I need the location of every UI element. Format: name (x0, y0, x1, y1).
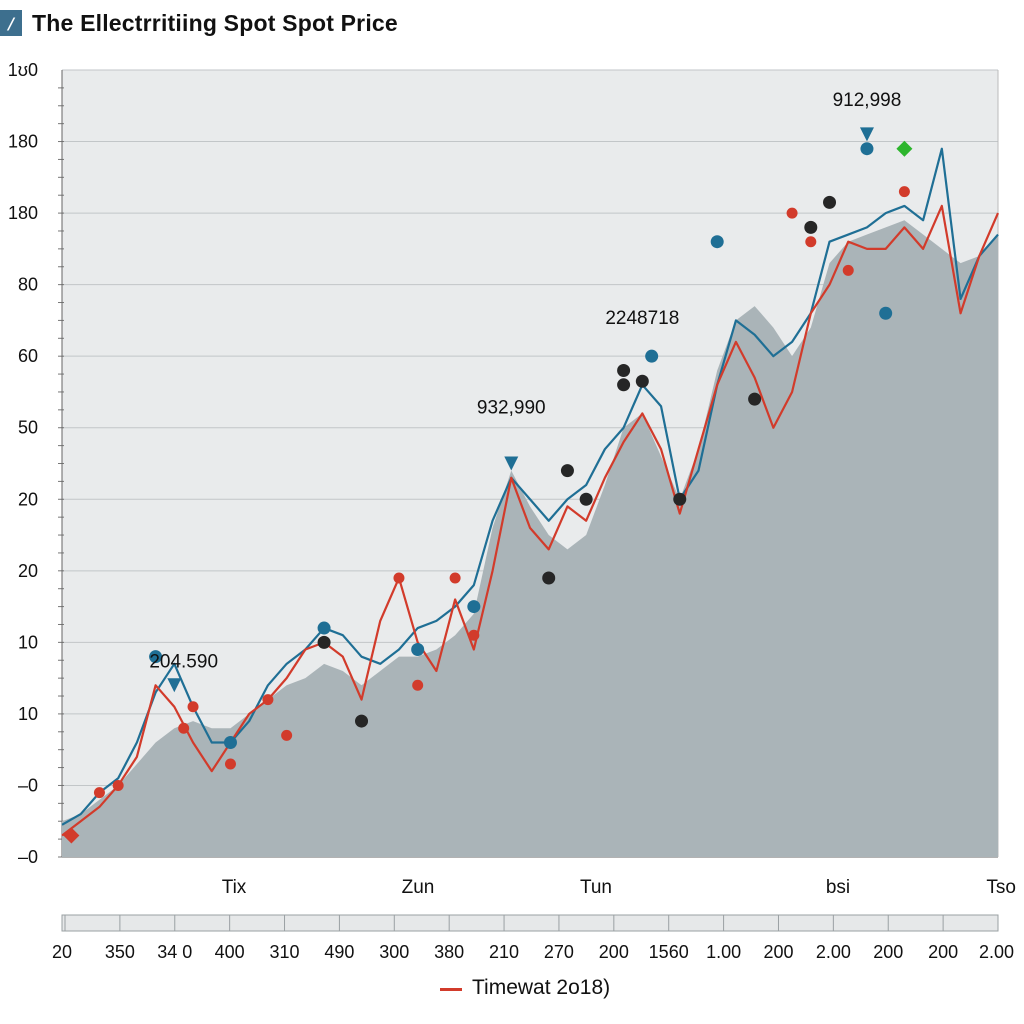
blue-marker (411, 643, 425, 657)
dark-marker (579, 492, 593, 506)
dark-marker (804, 220, 818, 234)
dark-marker (542, 571, 556, 585)
y-tick-label: 10 (18, 704, 38, 724)
triangle-marker (167, 678, 182, 693)
red-marker (281, 729, 293, 741)
blue-marker (149, 650, 163, 664)
blue-marker (879, 306, 893, 320)
x-secondary-label: 270 (544, 942, 574, 962)
red-marker (898, 186, 910, 198)
x-secondary-label: 400 (215, 942, 245, 962)
x-category-label: Tix (222, 877, 247, 898)
triangle-marker (504, 456, 519, 471)
green-diamond-marker (896, 140, 913, 157)
legend-swatch (440, 987, 462, 991)
x-category-label: bsi (826, 877, 850, 898)
title-bar: / The Ellectrritiing Spot Spot Price (0, 6, 398, 40)
triangle-marker (859, 127, 874, 142)
red-marker (412, 679, 424, 691)
x-secondary-label: 380 (434, 942, 464, 962)
x-secondary-label: 2.00 (979, 942, 1014, 962)
x-secondary-label: 34 0 (157, 942, 192, 962)
red-marker (393, 572, 405, 584)
y-tick-label: 60 (18, 346, 38, 366)
legend: Timewat 2o18) (440, 976, 610, 1000)
brand-icon: / (0, 10, 22, 36)
data-annotation: 932,990 (477, 397, 546, 418)
red-marker (786, 207, 798, 219)
red-marker (93, 787, 105, 799)
timeline-strip (61, 914, 999, 932)
x-secondary-label: 210 (489, 942, 519, 962)
red-marker (468, 629, 480, 641)
red-marker (842, 264, 854, 276)
x-secondary-label: 1560 (649, 942, 689, 962)
red-marker (112, 779, 124, 791)
blue-line-series (61, 147, 999, 826)
y-tick-label: 50 (18, 418, 38, 438)
dark-marker (748, 392, 762, 406)
x-secondary-label: 2.00 (816, 942, 851, 962)
red-marker (224, 758, 236, 770)
dark-marker (317, 635, 331, 649)
y-tick-label: 20 (18, 489, 38, 509)
legend-label: Timewat 2o18) (472, 976, 611, 999)
red-marker (805, 236, 817, 248)
blue-marker (645, 349, 659, 363)
y-tick-label: 20 (18, 561, 38, 581)
y-tick-label: –0 (18, 847, 38, 867)
red-diamond-marker (63, 827, 80, 844)
dark-marker (673, 492, 687, 506)
area-series (62, 220, 998, 857)
x-secondary-label: 1.00 (706, 942, 741, 962)
data-annotation: 2248718 (605, 308, 679, 329)
x-secondary-label: 200 (763, 942, 793, 962)
blue-marker (710, 235, 724, 249)
chart-title: The Ellectrritiing Spot Spot Price (32, 9, 398, 36)
red-marker (449, 572, 461, 584)
red-marker (178, 722, 190, 734)
data-annotation: 912,998 (833, 90, 902, 111)
data-annotation: 204.590 (149, 651, 218, 672)
y-tick-label: –0 (18, 775, 38, 795)
dark-marker (560, 464, 574, 478)
blue-marker (860, 142, 874, 156)
y-tick-label: 80 (18, 275, 38, 295)
x-secondary-label: 490 (324, 942, 354, 962)
red-marker (187, 701, 199, 713)
x-secondary-label: 300 (379, 942, 409, 962)
dark-marker (635, 374, 649, 388)
x-secondary-label: 200 (873, 942, 903, 962)
y-tick-label: 180 (8, 203, 38, 223)
x-secondary-label: 350 (105, 942, 135, 962)
x-category-label: Tso (986, 877, 1016, 898)
x-category-label: Zun (402, 877, 435, 898)
x-secondary-label: 200 (928, 942, 958, 962)
x-secondary-label: 200 (599, 942, 629, 962)
blue-marker (317, 621, 331, 635)
dark-marker (617, 378, 631, 392)
dark-marker (823, 195, 837, 209)
x-secondary-label: 20 (52, 942, 72, 962)
y-tick-label: 1ʊ0 (8, 60, 38, 80)
y-tick-label: 10 (18, 632, 38, 652)
red-marker (262, 694, 274, 706)
dark-marker (355, 714, 369, 728)
x-secondary-label: 310 (270, 942, 300, 962)
dark-marker (617, 363, 631, 377)
x-category-label: Tun (580, 877, 612, 898)
red-line-series (61, 204, 1000, 837)
y-tick-label: 180 (8, 132, 38, 152)
blue-marker (223, 736, 237, 750)
blue-marker (467, 600, 481, 614)
